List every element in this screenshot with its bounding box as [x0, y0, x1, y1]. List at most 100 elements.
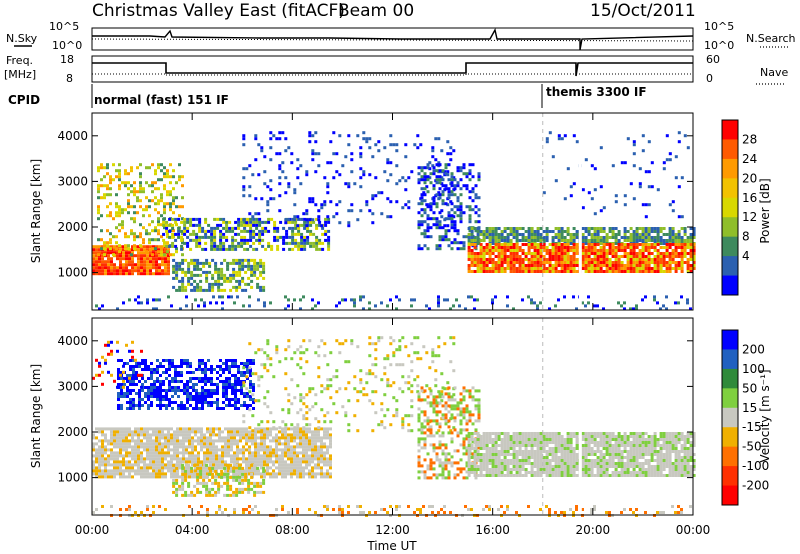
- heatmap-cell: [157, 232, 160, 236]
- heatmap-cell: [285, 241, 289, 245]
- heatmap-cell: [515, 230, 519, 233]
- heatmap-cell: [299, 345, 303, 349]
- heatmap-cell: [263, 396, 267, 400]
- heatmap-cell: [569, 249, 573, 252]
- heatmap-cell: [185, 448, 188, 452]
- heatmap-cell: [122, 433, 125, 437]
- heatmap-cell: [278, 460, 281, 464]
- heatmap-cell: [184, 285, 188, 289]
- heatmap-cell: [269, 448, 272, 452]
- heatmap-cell: [178, 484, 182, 488]
- heatmap-cell: [368, 342, 372, 346]
- heatmap-cell: [293, 466, 296, 470]
- heatmap-cell: [470, 236, 474, 239]
- heatmap-cell: [153, 371, 156, 374]
- heatmap-cell: [207, 392, 210, 395]
- heatmap-cell: [168, 386, 171, 389]
- heatmap-cell: [479, 230, 483, 233]
- heatmap-cell: [548, 264, 552, 267]
- heatmap-cell: [247, 481, 251, 485]
- heatmap-cell: [139, 232, 142, 236]
- heatmap-cell: [674, 301, 677, 305]
- heatmap-cell: [209, 442, 212, 446]
- heatmap-cell: [599, 242, 603, 245]
- heatmap-cell: [191, 430, 194, 434]
- heatmap-cell: [263, 457, 266, 461]
- heatmap-cell: [155, 448, 158, 452]
- heatmap-cell: [207, 229, 211, 233]
- heatmap-cell: [253, 490, 257, 494]
- heatmap-cell: [245, 167, 249, 171]
- heatmap-cell: [175, 267, 179, 271]
- heatmap-cell: [133, 190, 136, 194]
- heatmap-cell: [335, 152, 339, 156]
- heatmap-cell: [189, 223, 193, 227]
- heatmap-cell: [181, 469, 185, 473]
- heatmap-cell: [680, 258, 684, 261]
- heatmap-cell: [308, 436, 311, 440]
- heatmap-cell: [222, 247, 226, 251]
- heatmap-cell: [216, 247, 220, 251]
- heatmap-cell: [146, 254, 149, 258]
- heatmap-cell: [467, 270, 471, 273]
- heatmap-cell: [665, 264, 669, 267]
- heatmap-cell: [386, 381, 390, 385]
- heatmap-cell: [217, 273, 221, 277]
- heatmap-cell: [632, 233, 636, 236]
- heatmap-cell: [195, 383, 198, 386]
- heatmap-cell: [326, 182, 330, 186]
- heatmap-cell: [593, 304, 596, 308]
- heatmap-cell: [287, 146, 291, 150]
- heatmap-cell: [453, 241, 457, 245]
- heatmap-cell: [103, 193, 106, 197]
- heatmap-cell: [269, 179, 273, 183]
- heatmap-cell: [126, 407, 129, 410]
- heatmap-cell: [423, 244, 427, 248]
- heatmap-cell: [302, 436, 305, 440]
- heatmap-cell: [323, 457, 326, 461]
- heatmap-cell: [437, 298, 440, 302]
- heatmap-cell: [259, 264, 263, 268]
- heatmap-cell: [509, 239, 513, 242]
- heatmap-cell: [581, 301, 584, 305]
- heatmap-cell: [326, 387, 330, 391]
- heatmap-cell: [450, 175, 454, 179]
- heatmap-cell: [204, 389, 207, 392]
- heatmap-cell: [235, 288, 239, 292]
- heatmap-cell: [252, 362, 255, 365]
- heatmap-cell: [426, 226, 430, 230]
- heatmap-cell: [257, 448, 260, 452]
- heatmap-cell: [623, 267, 627, 270]
- heatmap-cell: [584, 264, 588, 267]
- heatmap-cell: [491, 227, 495, 230]
- heatmap-cell: [401, 363, 405, 367]
- heatmap-cell: [293, 191, 297, 195]
- heatmap-cell: [299, 182, 303, 186]
- heatmap-cell: [262, 478, 266, 482]
- heatmap-cell: [623, 236, 627, 239]
- heatmap-cell: [179, 307, 182, 311]
- heatmap-cell: [635, 233, 639, 236]
- heatmap-cell: [473, 258, 477, 261]
- heatmap-cell: [201, 371, 204, 374]
- heatmap-cell: [104, 457, 107, 461]
- heatmap-cell: [197, 436, 200, 440]
- heatmap-cell: [152, 266, 155, 270]
- heatmap-cell: [193, 264, 197, 268]
- heatmap-cell: [138, 365, 141, 368]
- heatmap-cell: [467, 246, 471, 249]
- heatmap-cell: [175, 273, 179, 277]
- heatmap-cell: [353, 387, 357, 391]
- heatmap-cell: [143, 254, 146, 258]
- heatmap-cell: [282, 247, 286, 251]
- y-tick-label: 2000: [57, 220, 88, 234]
- heatmap-cell: [290, 161, 294, 165]
- heatmap-cell: [259, 285, 263, 289]
- heatmap-cell: [97, 187, 100, 191]
- heatmap-cell: [209, 301, 212, 305]
- heatmap-cell: [447, 217, 451, 221]
- heatmap-cell: [155, 266, 158, 270]
- heatmap-cell: [506, 255, 510, 258]
- heatmap-cell: [459, 214, 463, 218]
- heatmap-cell: [241, 472, 245, 476]
